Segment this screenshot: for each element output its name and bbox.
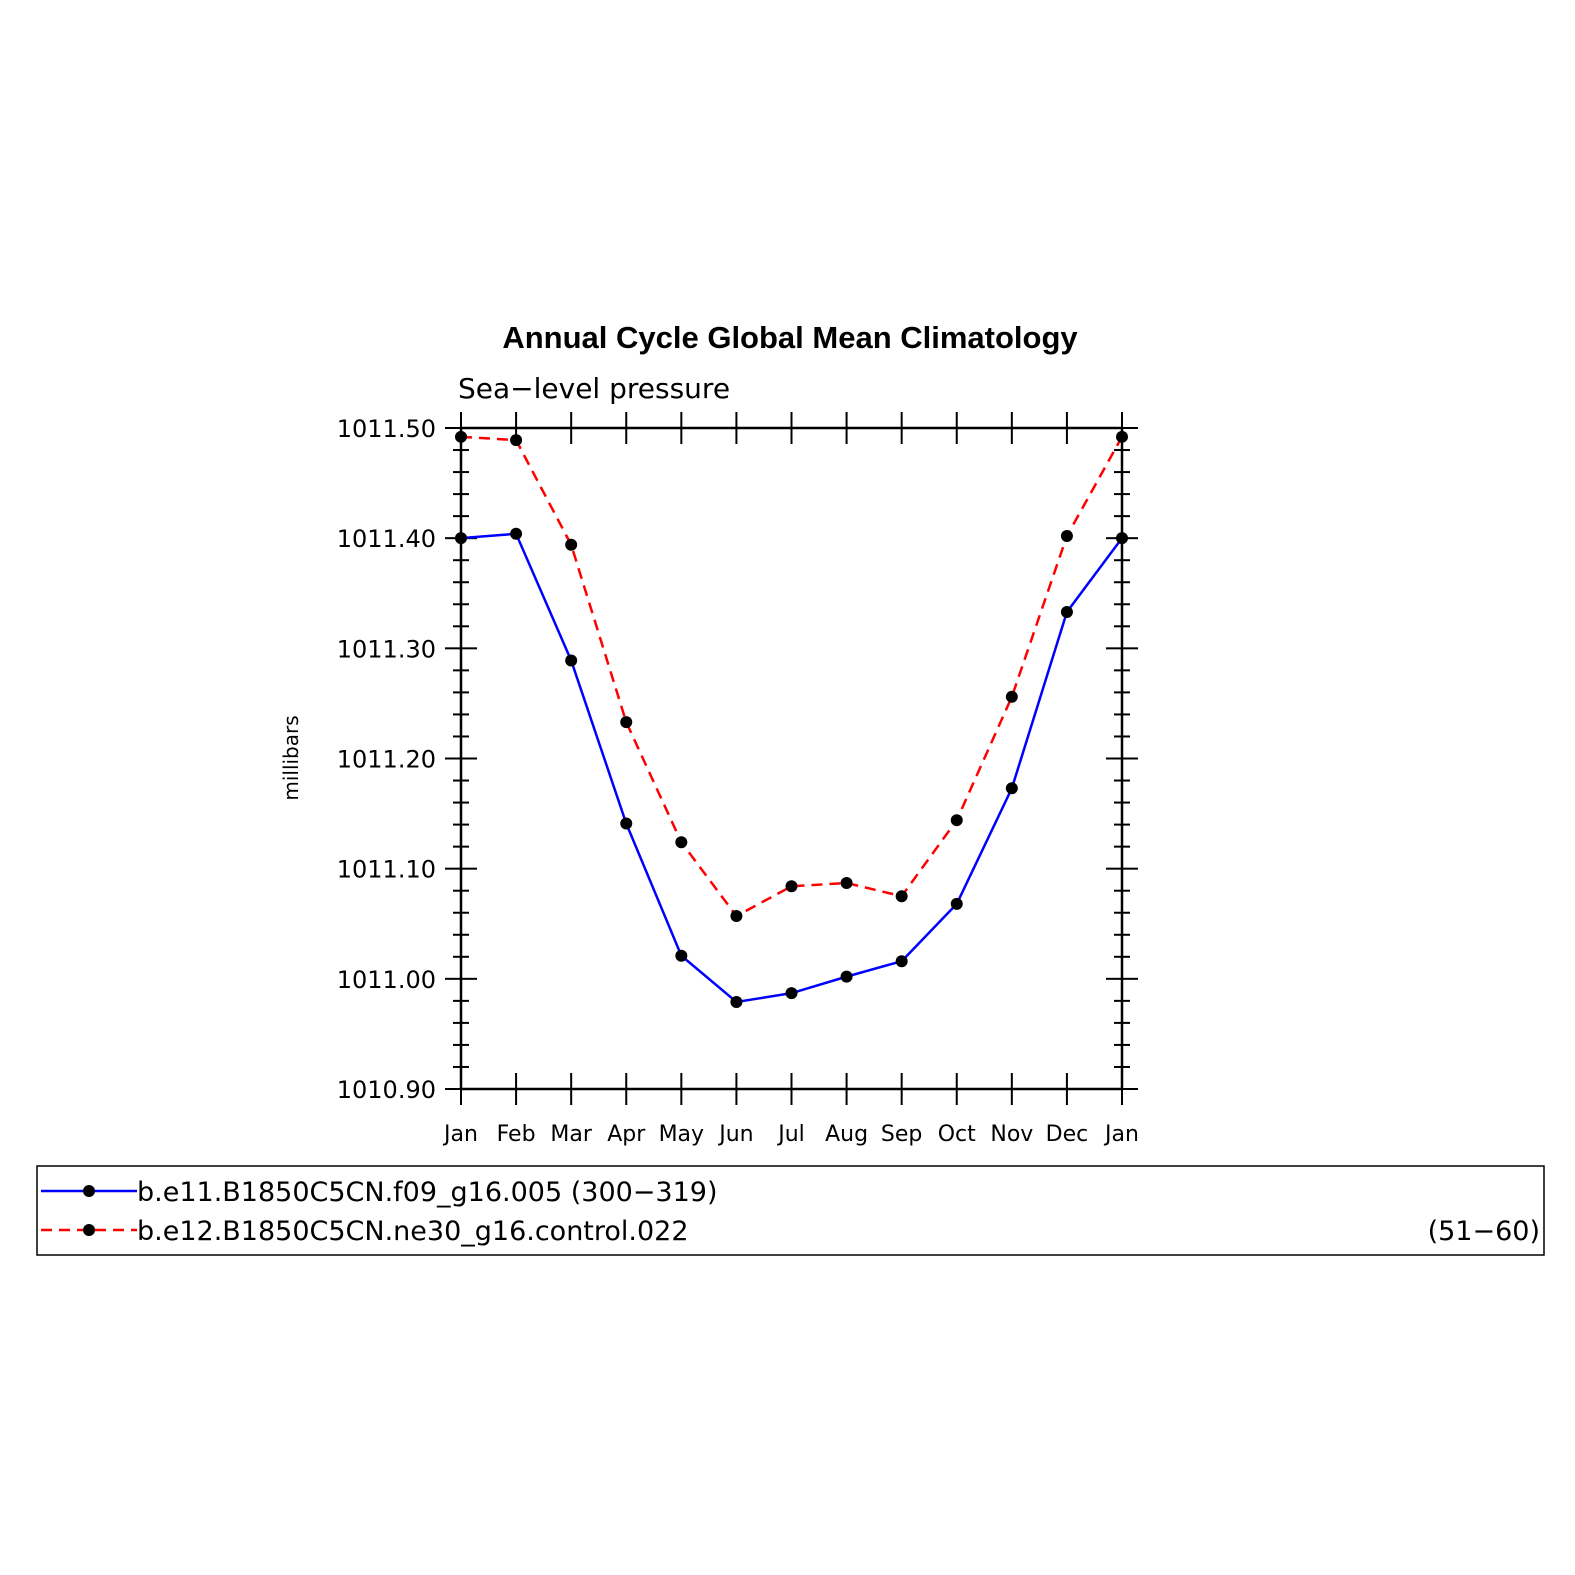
x-tick-label: Mar xyxy=(550,1122,592,1147)
data-point xyxy=(1116,430,1128,443)
series-line-1 xyxy=(460,532,1124,1004)
y-axis-label: millibars xyxy=(279,715,303,800)
data-point xyxy=(895,890,908,903)
data-point xyxy=(785,880,798,893)
data-point xyxy=(895,955,908,968)
y-tick-label: 1011.10 xyxy=(337,856,436,884)
y-tick-label: 1011.00 xyxy=(337,966,436,994)
x-tick-label: Jan xyxy=(1103,1122,1139,1147)
x-tick-labels: Jan Feb Mar Apr May Jun Jul Aug Sep Oct Nov Dec Jan xyxy=(442,1122,1139,1147)
data-point xyxy=(1116,532,1128,545)
legend-suffix-2: (51−60) xyxy=(1428,1216,1540,1247)
y-tick-label: 1011.30 xyxy=(337,635,436,663)
legend-marker-2 xyxy=(83,1224,95,1236)
data-point xyxy=(730,995,743,1008)
x-tick-label: Nov xyxy=(990,1122,1033,1147)
data-point xyxy=(1005,782,1018,795)
y-tick-label: 1011.40 xyxy=(337,525,436,553)
legend: b.e11.B1850C5CN.f09_g16.005 (300−319) b.e… xyxy=(36,1165,1545,1256)
data-point xyxy=(620,817,633,830)
data-point xyxy=(565,538,578,551)
data-point xyxy=(785,987,798,1000)
data-point xyxy=(1060,605,1073,618)
x-tick-label: Jan xyxy=(442,1122,478,1147)
legend-label-2: b.e12.B1850C5CN.ne30_g16.control.022 xyxy=(137,1216,689,1247)
data-point xyxy=(1060,529,1073,542)
data-point xyxy=(950,897,963,910)
x-tick-label: Dec xyxy=(1046,1122,1089,1147)
data-point xyxy=(510,527,523,540)
x-tick-label: Apr xyxy=(607,1122,646,1147)
chart-subtitle: Sea−level pressure xyxy=(458,372,730,405)
data-point xyxy=(510,434,523,447)
x-tick-label: Jul xyxy=(776,1122,805,1147)
data-point xyxy=(840,970,853,983)
series-markers xyxy=(455,430,1128,1008)
legend-label-1: b.e11.B1850C5CN.f09_g16.005 (300−319) xyxy=(137,1177,718,1208)
data-point xyxy=(1005,690,1018,703)
legend-box xyxy=(36,1165,1545,1256)
data-point xyxy=(675,836,688,849)
data-point xyxy=(950,814,963,827)
data-point xyxy=(675,949,688,962)
data-point xyxy=(455,430,467,443)
legend-marker-1 xyxy=(83,1185,95,1197)
data-point xyxy=(565,654,578,667)
x-tick-label: Jun xyxy=(717,1122,753,1147)
x-tick-label: Aug xyxy=(825,1122,868,1147)
data-point xyxy=(730,910,743,923)
x-tick-label: Sep xyxy=(881,1122,922,1147)
series-lines xyxy=(460,435,1124,1004)
data-point xyxy=(455,532,467,545)
y-tick-label: 1011.50 xyxy=(337,415,436,443)
y-tick-label: 1011.20 xyxy=(337,746,436,774)
y-tick-label: 1010.90 xyxy=(337,1076,436,1104)
x-tick-label: Feb xyxy=(497,1122,536,1147)
data-point xyxy=(620,716,633,729)
x-tick-label: May xyxy=(659,1122,704,1147)
y-tick-labels: 1011.50 1011.40 1011.30 1011.20 1011.10 1011.… xyxy=(337,415,436,1104)
plot-axes xyxy=(445,412,1138,1105)
chart-title: Annual Cycle Global Mean Climatology xyxy=(502,320,1078,355)
series-line-2 xyxy=(460,435,1124,918)
x-tick-label: Oct xyxy=(938,1122,976,1147)
data-point xyxy=(840,876,853,889)
